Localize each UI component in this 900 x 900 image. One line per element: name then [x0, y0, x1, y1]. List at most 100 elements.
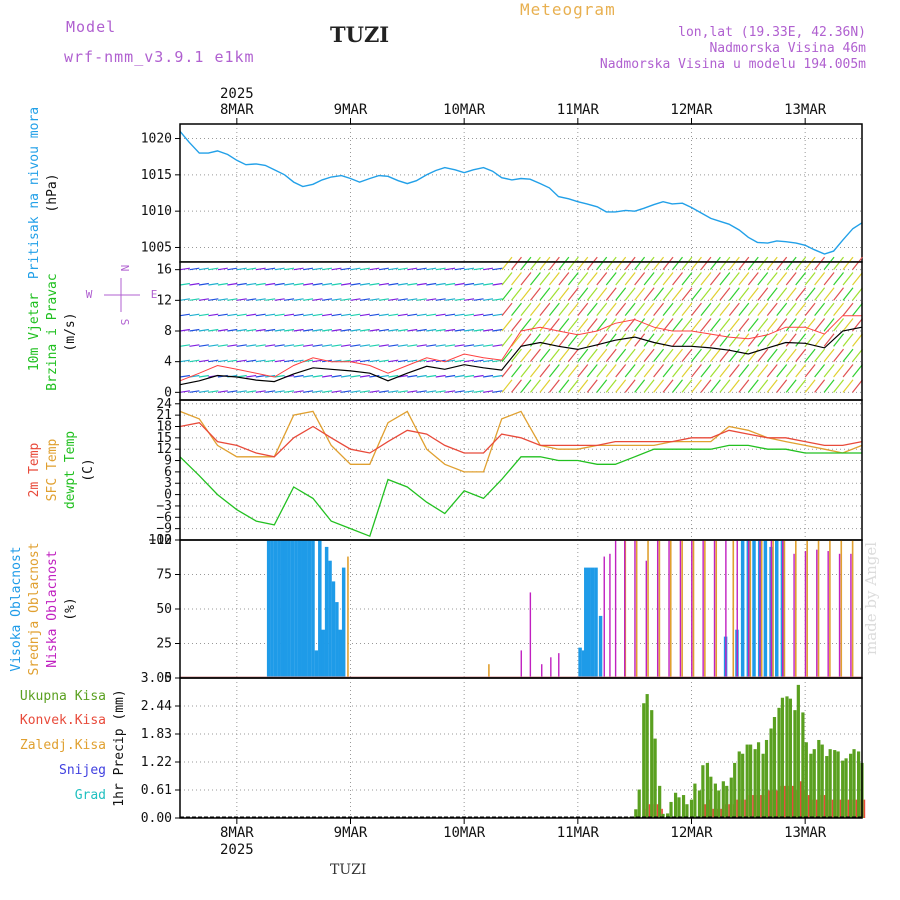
- wind-barb: [321, 267, 333, 271]
- wind-barb: [501, 379, 513, 393]
- total-precip-bar: [637, 789, 641, 818]
- wind-barb: [407, 374, 418, 378]
- wind-barb: [747, 287, 759, 301]
- wind-barb: [189, 328, 200, 332]
- total-precip-bar: [769, 728, 773, 818]
- wind-barb: [558, 333, 570, 347]
- wind-barb: [530, 272, 541, 286]
- wind-barb: [293, 282, 304, 286]
- wind-barb: [691, 302, 702, 317]
- wind-barb: [672, 302, 683, 317]
- wind-barb: [359, 298, 370, 301]
- wind-barb: [558, 318, 570, 332]
- wind-barb: [795, 256, 807, 271]
- temperature-ytick-label: 24: [156, 397, 172, 412]
- low-cloud-bar: [529, 592, 532, 678]
- wind-barb: [265, 390, 276, 393]
- wind-barb: [227, 313, 238, 317]
- top-x-label: 13MAR: [784, 102, 827, 118]
- temperature-ytick-label: 18: [156, 419, 172, 434]
- bottom-x-label: 9MAR: [334, 825, 368, 841]
- wind-barb: [492, 313, 503, 317]
- wind-barb: [530, 379, 541, 393]
- total-precip-bar: [737, 751, 741, 818]
- wind-barb: [454, 328, 465, 332]
- cloud-ylabel-3: (%): [63, 597, 78, 620]
- wind-barb: [738, 318, 750, 332]
- wind-barb: [804, 318, 816, 332]
- wind-barb: [709, 302, 721, 317]
- low-cloud-bar: [782, 540, 784, 678]
- wind-barb: [785, 287, 797, 301]
- wind-barb: [785, 364, 797, 378]
- wind-barb: [454, 359, 465, 363]
- wind-barb: [217, 344, 228, 347]
- temperature-ytick-label: 9: [164, 454, 172, 469]
- wind-barb: [378, 328, 389, 332]
- wind-barb: [217, 328, 228, 332]
- wind-barb: [738, 379, 750, 393]
- wind-barb: [709, 364, 721, 378]
- wind-barb: [804, 272, 816, 286]
- wind-barb: [520, 348, 532, 363]
- temperature-frame: [179, 399, 863, 541]
- wind-barb: [634, 379, 646, 393]
- conv-precip-bar: [791, 785, 794, 818]
- total-precip-bar: [701, 765, 705, 818]
- wind-barb: [548, 364, 560, 378]
- wind-dir-s: S: [118, 319, 131, 326]
- wind-barb: [350, 282, 361, 286]
- wind-barb: [227, 359, 238, 363]
- wind-barb: [643, 302, 655, 317]
- precip-legend-item: Zaledj.Kisa: [20, 738, 106, 753]
- wind-barb: [823, 302, 835, 317]
- wind-barb: [189, 298, 200, 301]
- low-cloud-bar: [541, 664, 543, 678]
- wind-barb: [624, 287, 636, 301]
- wind-barb: [227, 282, 238, 286]
- wind-barb: [539, 348, 551, 363]
- total-precip-bar: [764, 739, 769, 818]
- wind-barb: [842, 302, 854, 317]
- wind-barb: [719, 287, 731, 301]
- wind-barb: [624, 348, 636, 363]
- temperature-ytick-label: 21: [156, 408, 172, 423]
- wind-dir-w: W: [86, 288, 93, 301]
- mid-cloud-bar: [760, 540, 763, 678]
- wind-barb: [634, 318, 646, 332]
- wind-barb: [274, 313, 285, 317]
- wind-barb: [586, 287, 598, 301]
- wind-barb: [246, 390, 257, 393]
- wind-barb: [378, 344, 389, 347]
- wind-barb: [757, 302, 769, 317]
- wind-barb: [369, 328, 380, 332]
- wind-barb: [738, 364, 750, 378]
- wind-barb: [208, 328, 219, 332]
- wind-barb: [833, 302, 844, 317]
- wind-barb: [293, 344, 304, 347]
- cloud-ytick-label: 75: [156, 568, 172, 583]
- wind-barb: [473, 298, 484, 301]
- wind-barb: [785, 379, 797, 393]
- wind-barb: [823, 364, 835, 378]
- wind-barb: [416, 298, 427, 301]
- wind-barb: [217, 313, 228, 317]
- high-cloud-bar: [775, 540, 779, 678]
- wind-barb: [766, 287, 778, 301]
- bottom-x-label: 8MAR: [220, 825, 254, 841]
- wind-barb: [776, 287, 788, 301]
- total-precip-bar: [825, 756, 829, 818]
- wind-barb: [634, 272, 646, 286]
- wind-barb: [842, 348, 854, 363]
- high-cloud-bar: [273, 540, 278, 678]
- precip-ytick-label: 0.61: [141, 783, 172, 798]
- wind-barb: [227, 390, 238, 393]
- wind-barb: [369, 313, 380, 317]
- wind-barb: [312, 313, 323, 317]
- wind-barb: [246, 359, 257, 363]
- footer-station: TUZI: [330, 862, 367, 878]
- low-cloud-bar: [747, 540, 750, 678]
- wind-barb: [359, 267, 370, 271]
- wind-barb: [179, 267, 190, 271]
- wind-barb: [388, 344, 399, 347]
